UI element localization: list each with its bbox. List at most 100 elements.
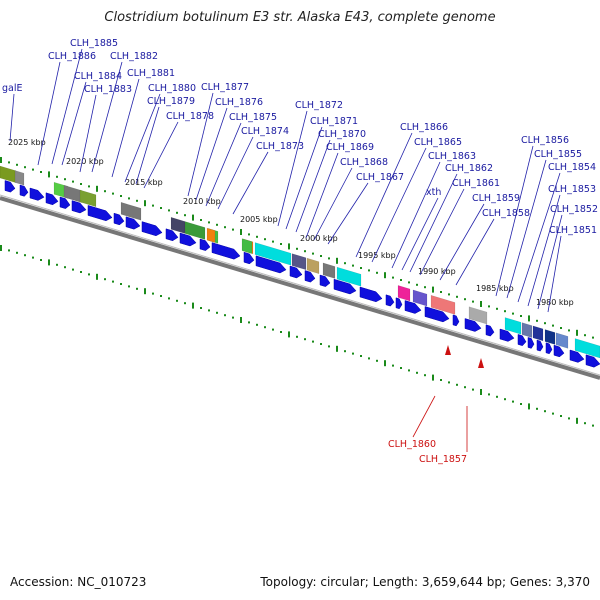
gene-label: CLH_1874	[241, 126, 289, 137]
outer-tick	[224, 226, 226, 229]
outer-tick	[64, 178, 66, 181]
cds-arrow	[19, 184, 29, 197]
kbp-label: 2000 kbp	[300, 234, 338, 243]
leader-line	[277, 110, 308, 227]
outer-tick	[168, 209, 170, 212]
outer-tick	[520, 315, 522, 317]
gene-label: CLH_1885	[70, 38, 118, 49]
inner-tick	[488, 393, 490, 396]
inner-tick	[48, 259, 50, 266]
inner-tick	[432, 374, 434, 381]
cds-arrow	[141, 221, 163, 237]
outer-tick	[456, 295, 458, 298]
feature-box	[521, 322, 533, 338]
gene-label: CLH_1858	[482, 208, 530, 219]
cds-arrow	[485, 324, 495, 337]
gene-label: CLH_1867	[356, 172, 404, 183]
outer-tick	[32, 168, 34, 171]
label-leaders	[9, 48, 563, 313]
outer-tick	[136, 199, 138, 202]
outer-tick	[440, 291, 442, 293]
outer-tick	[8, 161, 10, 164]
leader-line	[419, 188, 465, 276]
reverse-gene-label: CLH_1857	[419, 454, 467, 465]
gene-label: CLH_1882	[110, 51, 158, 62]
genome-backbone	[0, 196, 600, 380]
gene-label: CLH_1862	[445, 163, 493, 174]
cds-arrow	[179, 232, 197, 247]
leader-line	[401, 197, 439, 271]
inner-tick	[368, 357, 370, 360]
feature-box	[241, 238, 253, 254]
inner-tick	[496, 395, 498, 398]
leader-line	[371, 147, 427, 263]
leader-line	[355, 132, 413, 258]
inner-tick	[184, 302, 186, 305]
inner-tick	[72, 268, 74, 271]
outer-tick-track	[0, 157, 594, 339]
leader-line	[205, 122, 242, 207]
leader-line	[187, 92, 214, 197]
inner-tick	[408, 369, 410, 372]
outer-tick	[496, 307, 498, 310]
cds-arrow	[243, 251, 255, 265]
feature-box	[63, 184, 83, 203]
inner-tick	[80, 271, 82, 273]
inner-tick	[568, 417, 570, 420]
outer-tick	[16, 163, 18, 166]
map-title: Clostridium botulinum E3 str. Alaska E43…	[104, 10, 496, 25]
outer-tick	[336, 257, 338, 264]
inner-tick	[592, 424, 594, 427]
outer-tick	[312, 252, 314, 255]
outer-tick	[560, 327, 562, 329]
outer-tick	[480, 301, 482, 307]
outer-tick	[40, 171, 42, 173]
gene-label: CLH_1868	[340, 157, 388, 168]
feature-box	[79, 189, 97, 208]
kbp-label: 1990 kbp	[418, 267, 456, 276]
leader-line	[439, 203, 485, 281]
outer-tick	[272, 240, 274, 243]
leader-line	[327, 182, 369, 245]
outer-tick	[584, 334, 586, 337]
cds-arrow	[569, 349, 585, 363]
inner-tick-track	[0, 245, 594, 427]
inner-tick	[160, 295, 162, 297]
leader-line	[517, 172, 561, 303]
feature-box	[184, 221, 206, 240]
gene-label: CLH_1866	[400, 122, 448, 133]
inner-tick	[232, 316, 234, 319]
leader-line	[124, 93, 161, 183]
inner-tick	[168, 297, 170, 300]
gene-label: CLH_1861	[452, 178, 500, 189]
outer-tick	[304, 250, 306, 253]
outer-tick	[88, 185, 90, 188]
outer-tick	[216, 223, 218, 226]
inner-tick	[280, 331, 282, 333]
gene-label: xth	[426, 187, 441, 198]
outer-tick	[384, 272, 386, 279]
cds-arrow	[527, 337, 535, 349]
outer-tick	[288, 243, 290, 250]
cds-track	[4, 180, 600, 368]
inner-tick	[536, 407, 538, 410]
gene-label: CLH_1886	[48, 51, 96, 62]
outer-tick	[512, 312, 514, 315]
inner-tick	[296, 335, 298, 338]
leader-line	[537, 214, 563, 310]
inner-tick	[224, 314, 226, 317]
cds-arrow	[113, 212, 125, 226]
feature-box	[322, 262, 336, 279]
gene-label: CLH_1855	[534, 149, 582, 160]
kbp-label: 2010 kbp	[183, 197, 221, 206]
inner-tick	[120, 283, 122, 285]
leader-line	[506, 159, 547, 299]
outer-tick	[48, 171, 50, 178]
outer-tick	[528, 315, 530, 322]
inner-tick	[520, 403, 522, 405]
feature-box	[291, 253, 307, 271]
kbp-label: 1985 kbp	[476, 284, 514, 293]
reverse-gene-label: CLH_1860	[388, 439, 436, 450]
cds-arrow	[517, 334, 527, 347]
